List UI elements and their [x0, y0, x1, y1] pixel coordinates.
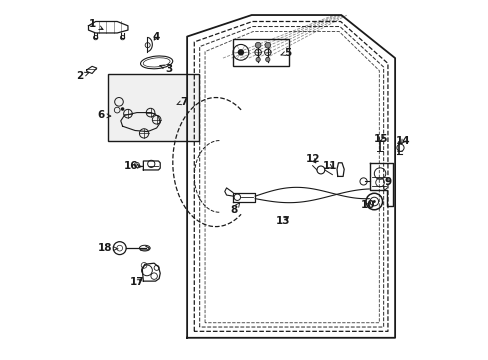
Text: 9: 9	[383, 177, 391, 190]
Text: 1: 1	[88, 19, 103, 30]
Circle shape	[237, 49, 244, 55]
Text: 14: 14	[395, 136, 409, 146]
Text: 13: 13	[275, 216, 290, 226]
Circle shape	[255, 57, 260, 62]
Circle shape	[264, 42, 270, 48]
Text: 6: 6	[97, 111, 111, 121]
Text: 18: 18	[98, 243, 118, 253]
Text: 16: 16	[123, 161, 141, 171]
Text: 5: 5	[281, 48, 290, 58]
Text: 8: 8	[230, 203, 240, 216]
Circle shape	[372, 200, 375, 203]
Circle shape	[255, 42, 261, 48]
Text: 12: 12	[305, 154, 319, 164]
Text: 11: 11	[322, 161, 336, 171]
Text: 15: 15	[373, 134, 387, 144]
Text: 10: 10	[360, 200, 375, 210]
Text: 7: 7	[177, 97, 187, 107]
Text: 2: 2	[76, 71, 89, 81]
Text: 3: 3	[160, 64, 172, 74]
FancyBboxPatch shape	[107, 74, 199, 140]
Circle shape	[265, 57, 269, 62]
Circle shape	[121, 107, 124, 111]
Text: 4: 4	[153, 32, 160, 41]
Text: 17: 17	[129, 277, 144, 287]
